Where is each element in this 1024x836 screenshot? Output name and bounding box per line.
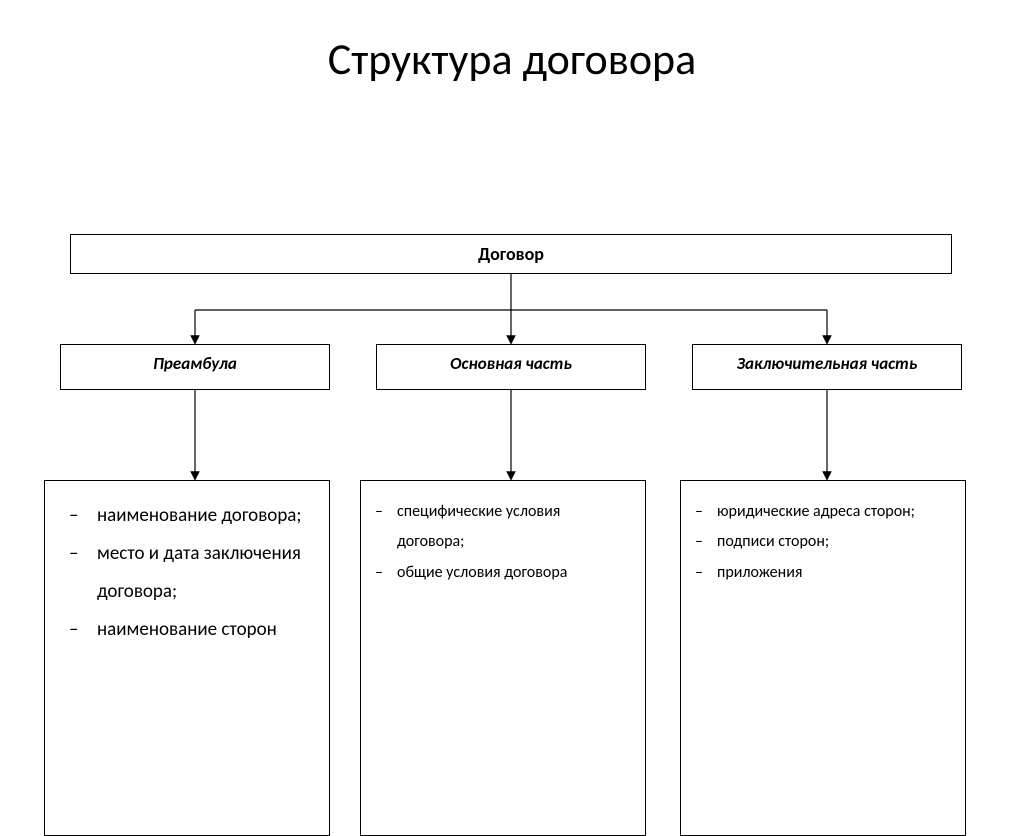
list-item: наименование договора; [97,497,311,535]
list-item: место и дата заключения договора; [97,535,311,611]
detail-list: специфические условия договора; общие ус… [397,497,627,588]
detail-box-main: специфические условия договора; общие ус… [360,480,646,836]
detail-list: наименование договора; место и дата закл… [97,497,311,649]
list-item: общие условия договора [397,558,627,588]
list-item: подписи сторон; [717,527,947,557]
list-item: наименование сторон [97,611,311,649]
list-item: юридические адреса сторон; [717,497,947,527]
list-item: приложения [717,558,947,588]
detail-list: юридические адреса сторон; подписи сторо… [717,497,947,588]
detail-box-preamble: наименование договора; место и дата закл… [44,480,330,836]
list-item: специфические условия договора; [397,497,627,558]
detail-box-final: юридические адреса сторон; подписи сторо… [680,480,966,836]
page-title: Структура договора [0,32,1024,86]
connector-subs-details [0,116,1024,496]
